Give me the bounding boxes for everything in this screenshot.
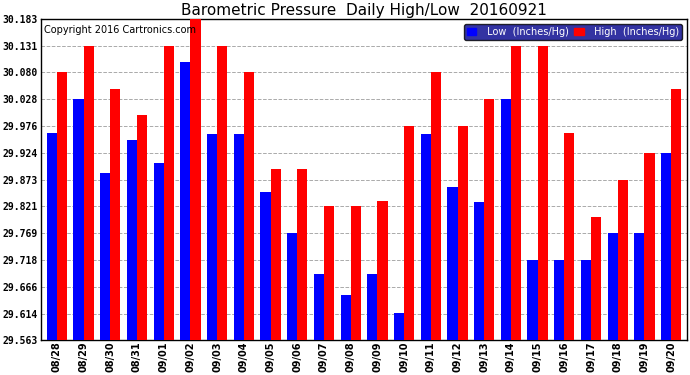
Bar [217, 46, 227, 340]
Bar [608, 233, 618, 340]
Bar [431, 72, 441, 340]
Bar [634, 233, 644, 340]
Bar [474, 202, 484, 340]
Bar [484, 99, 494, 340]
Bar [564, 133, 575, 340]
Bar [340, 294, 351, 340]
Bar [538, 46, 548, 340]
Bar [661, 153, 671, 340]
Bar [527, 260, 538, 340]
Bar [83, 46, 94, 340]
Bar [314, 274, 324, 340]
Bar [394, 313, 404, 340]
Bar [110, 89, 121, 340]
Bar [404, 126, 414, 340]
Bar [447, 187, 457, 340]
Bar [137, 115, 147, 340]
Bar [324, 207, 334, 340]
Bar [47, 133, 57, 340]
Bar [554, 260, 564, 340]
Bar [190, 19, 201, 340]
Bar [581, 260, 591, 340]
Bar [207, 135, 217, 340]
Bar [511, 46, 521, 340]
Bar [644, 153, 655, 340]
Bar [244, 72, 254, 340]
Bar [57, 72, 67, 340]
Bar [154, 163, 164, 340]
Bar [421, 135, 431, 340]
Bar [351, 207, 361, 340]
Bar [591, 217, 601, 340]
Bar [73, 99, 83, 340]
Bar [287, 233, 297, 340]
Bar [270, 169, 281, 340]
Text: Copyright 2016 Cartronics.com: Copyright 2016 Cartronics.com [44, 26, 196, 35]
Title: Barometric Pressure  Daily High/Low  20160921: Barometric Pressure Daily High/Low 20160… [181, 3, 547, 18]
Bar [367, 274, 377, 340]
Bar [180, 62, 190, 340]
Bar [671, 89, 681, 340]
Legend:  Low  (Inches/Hg),  High  (Inches/Hg): Low (Inches/Hg), High (Inches/Hg) [464, 24, 682, 40]
Bar [260, 192, 270, 340]
Bar [164, 46, 174, 340]
Bar [297, 169, 307, 340]
Bar [618, 180, 628, 340]
Bar [501, 99, 511, 340]
Bar [377, 201, 388, 340]
Bar [100, 173, 110, 340]
Bar [234, 135, 244, 340]
Bar [457, 126, 468, 340]
Bar [127, 140, 137, 340]
